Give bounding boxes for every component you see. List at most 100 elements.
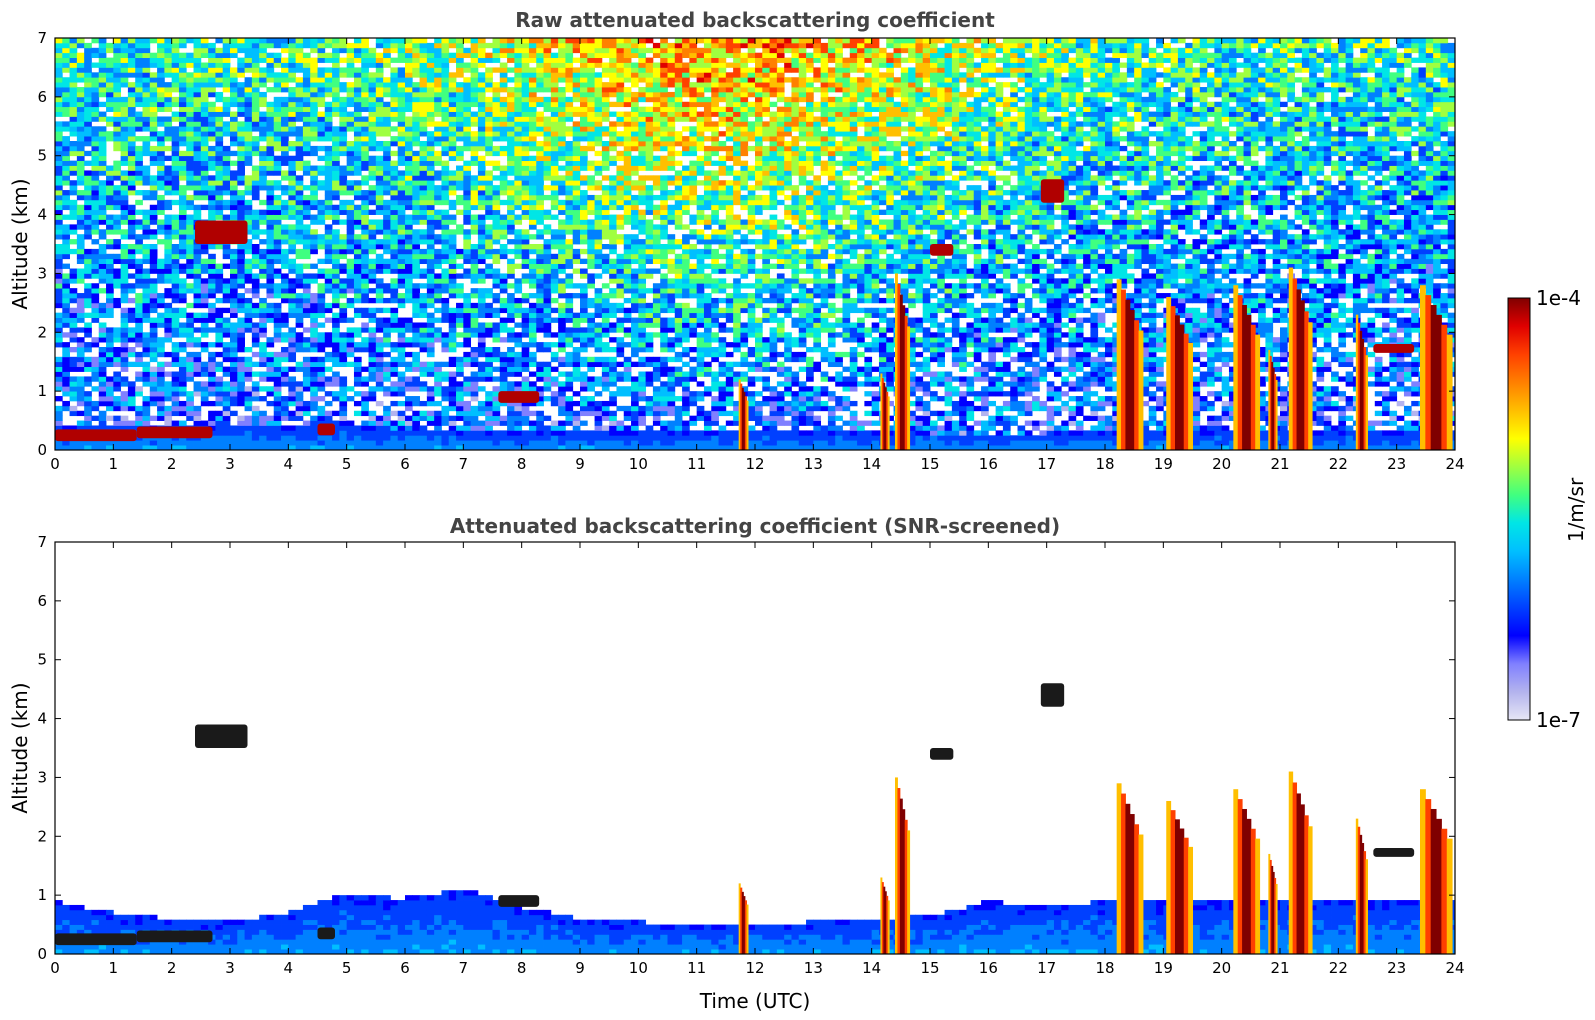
top-heatmap-cell [346,170,355,176]
top-heatmap-cell [186,82,194,88]
top-heatmap-cell [237,47,245,54]
top-heatmap-cell [149,283,158,289]
top-heatmap-cell [565,293,574,299]
top-heatmap-cell [405,263,413,269]
top-heatmap-cell [368,121,377,127]
top-heatmap-cell [259,170,267,176]
top-heatmap-cell [397,121,406,127]
top-heatmap-cell [558,386,566,392]
top-heatmap-cell [230,77,238,83]
top-heatmap-cell [164,420,173,426]
top-heatmap-cell [332,185,340,191]
top-heatmap-cell [135,199,143,206]
top-heatmap-cell [208,199,216,206]
top-heatmap-cell [55,180,63,186]
top-heatmap-cell [120,62,129,68]
top-heatmap-cell [237,381,245,387]
top-heatmap-cell [62,106,70,112]
top-heatmap-cell [463,405,472,412]
top-heatmap-cell [324,204,333,211]
top-heatmap-cell [383,131,391,137]
top-heatmap-cell [127,72,136,78]
top-heatmap-cell [572,445,581,450]
top-heatmap-cell [98,170,107,176]
top-heatmap-cell [383,160,391,166]
top-heatmap-cell [543,239,552,245]
top-heatmap-cell [200,420,209,426]
top-heatmap-cell [536,415,544,421]
top-heatmap-cell [288,209,297,215]
top-heatmap-cell [492,405,501,412]
top-heatmap-cell [55,234,63,240]
top-heatmap-cell [397,278,406,284]
top-heatmap-cell [273,72,282,78]
top-heatmap-cell [332,248,340,255]
top-heatmap-cell [514,204,523,211]
top-heatmap-cell [215,170,224,176]
top-heatmap-cell [470,87,479,93]
top-heatmap-cell [193,190,202,196]
top-heatmap-cell [463,361,472,368]
top-heatmap-cell [470,288,479,294]
top-heatmap-cell [186,440,194,446]
top-heatmap-cell [528,386,537,392]
top-heatmap-cell [200,62,209,68]
top-heatmap-cell [149,415,158,421]
top-heatmap-cell [485,293,493,299]
top-heatmap-cell [157,96,165,103]
top-heatmap-cell [251,106,260,112]
top-heatmap-cell [62,273,70,279]
top-heatmap-cell [281,72,289,78]
top-heatmap-cell [558,52,566,59]
top-heatmap-cell [113,219,122,225]
top-heatmap-cell [368,234,377,240]
top-heatmap-cell [397,52,406,59]
top-heatmap-cell [302,204,311,211]
top-heatmap-cell [543,67,552,73]
top-heatmap-cell [558,190,566,196]
top-heatmap-cell [62,405,70,412]
top-heatmap-cell [477,175,486,181]
top-heatmap-cell [55,121,63,127]
top-heatmap-cell [200,111,209,117]
top-heatmap-cell [558,155,566,162]
top-heatmap-cell [273,131,282,137]
top-heatmap-cell [98,42,107,49]
top-heatmap-cell [281,155,289,162]
top-heatmap-cell [208,371,216,377]
top-heatmap-cell [98,371,107,377]
top-heatmap-cell [106,288,114,294]
top-heatmap-cell [302,52,311,59]
top-heatmap-cell [76,87,85,93]
top-heatmap-cell [390,194,399,201]
top-heatmap-cell [251,209,260,215]
top-heatmap-cell [98,347,107,353]
top-heatmap-cell [230,258,238,265]
top-heatmap-cell [135,361,143,368]
top-heatmap-cell [383,170,391,176]
top-heatmap-cell [317,381,326,387]
top-heatmap-cell [84,209,92,215]
top-heatmap-cell [346,121,355,127]
top-heatmap-cell [178,82,187,88]
top-heatmap-cell [332,430,340,436]
top-heatmap-cell [536,376,544,382]
top-heatmap-cell [295,229,304,235]
top-heatmap-cell [324,126,333,132]
top-heatmap-cell [390,391,399,397]
top-heatmap-cell [477,160,486,166]
top-heatmap-cell [62,302,70,309]
top-heatmap-cell [208,258,216,265]
top-heatmap-cell [492,160,501,166]
top-heatmap-cell [164,248,173,255]
top-heatmap-cell [84,253,92,260]
top-heatmap-cell [426,244,435,250]
top-heatmap-cell [390,386,399,392]
top-heatmap-cell [332,111,340,117]
top-heatmap-cell [244,405,253,412]
top-heatmap-cell [273,82,282,88]
top-heatmap-cell [353,57,362,63]
top-heatmap-cell [390,371,399,377]
top-heatmap-cell [324,106,333,112]
top-heatmap-cell [193,106,202,112]
